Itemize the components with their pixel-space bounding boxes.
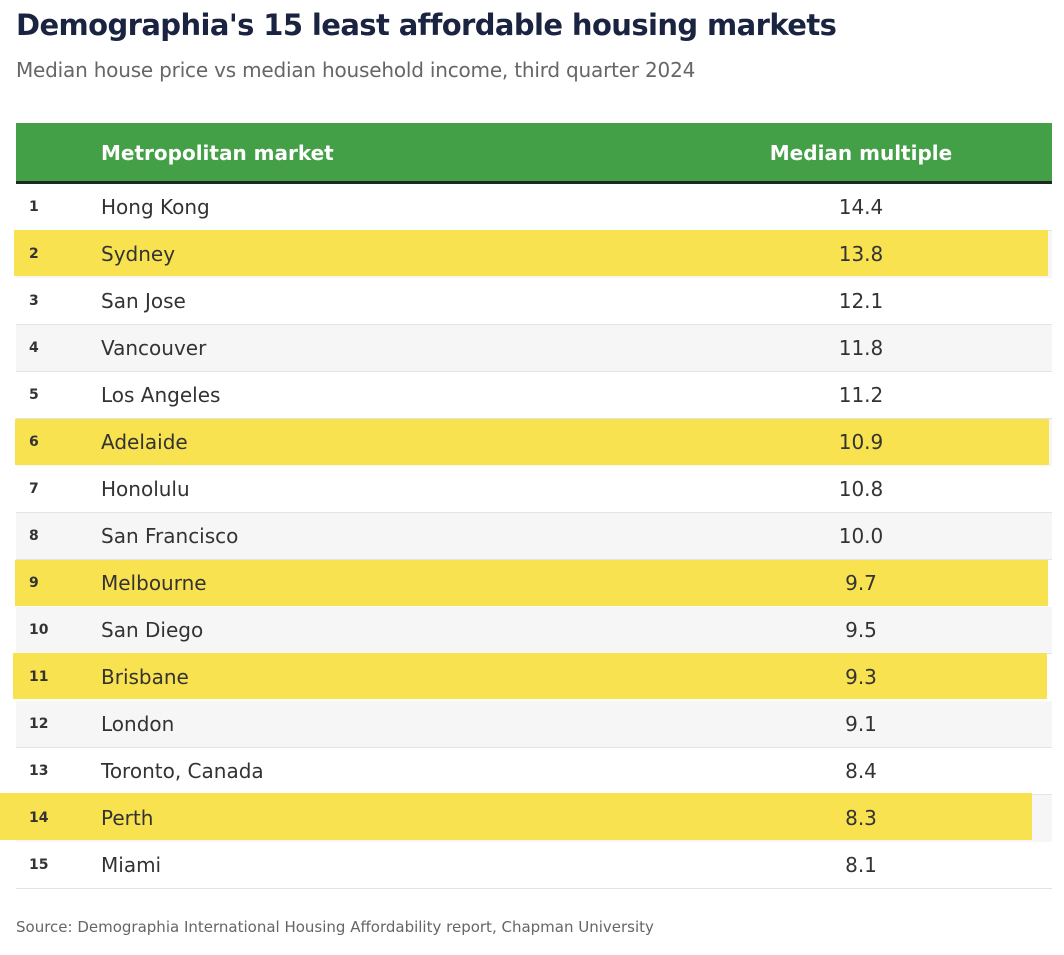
row-median-multiple: 11.2 — [838, 383, 884, 407]
row-market: Sydney — [101, 242, 176, 266]
row-market: Toronto, Canada — [101, 759, 264, 783]
row-median-multiple: 8.3 — [845, 806, 877, 830]
table-header: Metropolitan market Median multiple — [16, 123, 1052, 184]
row-rank: 1 — [29, 199, 39, 215]
row-median-multiple: 10.8 — [838, 477, 884, 501]
row-market: Los Angeles — [101, 383, 221, 407]
row-market: Vancouver — [101, 336, 207, 360]
row-rank: 12 — [29, 716, 49, 732]
row-market: San Francisco — [101, 524, 239, 548]
row-rank: 5 — [29, 387, 39, 403]
row-median-multiple: 9.1 — [845, 712, 877, 736]
affordability-table: Metropolitan market Median multiple 1 Hon… — [0, 123, 1052, 889]
highlight-band — [15, 560, 1048, 606]
row-median-multiple: 9.7 — [845, 571, 877, 595]
row-market: Perth — [101, 806, 154, 830]
row-market: Adelaide — [101, 430, 188, 454]
table-row: 11 Brisbane 9.3 — [13, 653, 1052, 701]
table-row: 10 San Diego 9.5 — [16, 607, 1052, 654]
row-median-multiple: 9.5 — [845, 618, 877, 642]
row-median-multiple: 8.4 — [845, 759, 877, 783]
table-row: 9 Melbourne 9.7 — [15, 560, 1052, 607]
row-market: Miami — [101, 853, 162, 877]
row-market: San Jose — [101, 289, 186, 313]
row-median-multiple: 10.0 — [838, 524, 884, 548]
row-median-multiple: 13.8 — [838, 242, 884, 266]
row-rank: 14 — [29, 810, 49, 826]
highlight-band — [13, 653, 1047, 699]
table-row: 12 London 9.1 — [16, 701, 1052, 748]
table-row: 7 Honolulu 10.8 — [16, 466, 1052, 513]
source-note: Source: Demographia International Housin… — [16, 918, 654, 936]
row-median-multiple: 9.3 — [845, 665, 877, 689]
table-row: 2 Sydney 13.8 — [14, 230, 1052, 278]
row-rank: 13 — [29, 763, 49, 779]
row-market: Brisbane — [101, 665, 189, 689]
row-rank: 4 — [29, 340, 39, 356]
row-rank: 9 — [29, 575, 39, 591]
table-row: 3 San Jose 12.1 — [16, 278, 1052, 325]
row-rank: 11 — [29, 669, 49, 685]
row-rank: 6 — [29, 434, 39, 450]
row-rank: 10 — [29, 622, 49, 638]
table-row: 14 Perth 8.3 — [0, 793, 1052, 842]
table-row: 5 Los Angeles 11.2 — [16, 372, 1052, 419]
highlight-band — [15, 419, 1049, 465]
chart-title: Demographia's 15 least affordable housin… — [16, 8, 837, 42]
highlight-band — [0, 793, 1032, 840]
table-row: 15 Miami 8.1 — [16, 842, 1052, 889]
row-market: London — [101, 712, 175, 736]
row-market: San Diego — [101, 618, 204, 642]
table-row: 1 Hong Kong 14.4 — [16, 184, 1052, 231]
row-rank: 3 — [29, 293, 39, 309]
highlight-band — [14, 230, 1048, 276]
table-row: 8 San Francisco 10.0 — [16, 513, 1052, 560]
row-market: Melbourne — [101, 571, 207, 595]
table-row: 4 Vancouver 11.8 — [16, 325, 1052, 372]
row-median-multiple: 10.9 — [838, 430, 884, 454]
row-rank: 8 — [29, 528, 39, 544]
column-header-market: Metropolitan market — [101, 141, 334, 165]
row-market: Hong Kong — [101, 195, 210, 219]
row-market: Honolulu — [101, 477, 190, 501]
chart-subtitle: Median house price vs median household i… — [16, 58, 696, 82]
table-row: 13 Toronto, Canada 8.4 — [16, 748, 1052, 795]
row-median-multiple: 11.8 — [838, 336, 884, 360]
row-rank: 2 — [29, 246, 39, 262]
row-median-multiple: 8.1 — [845, 853, 877, 877]
column-header-multiple: Median multiple — [769, 141, 953, 165]
row-rank: 15 — [29, 857, 49, 873]
row-rank: 7 — [29, 481, 39, 497]
table-row: 6 Adelaide 10.9 — [15, 419, 1052, 466]
row-median-multiple: 12.1 — [838, 289, 884, 313]
row-median-multiple: 14.4 — [838, 195, 884, 219]
